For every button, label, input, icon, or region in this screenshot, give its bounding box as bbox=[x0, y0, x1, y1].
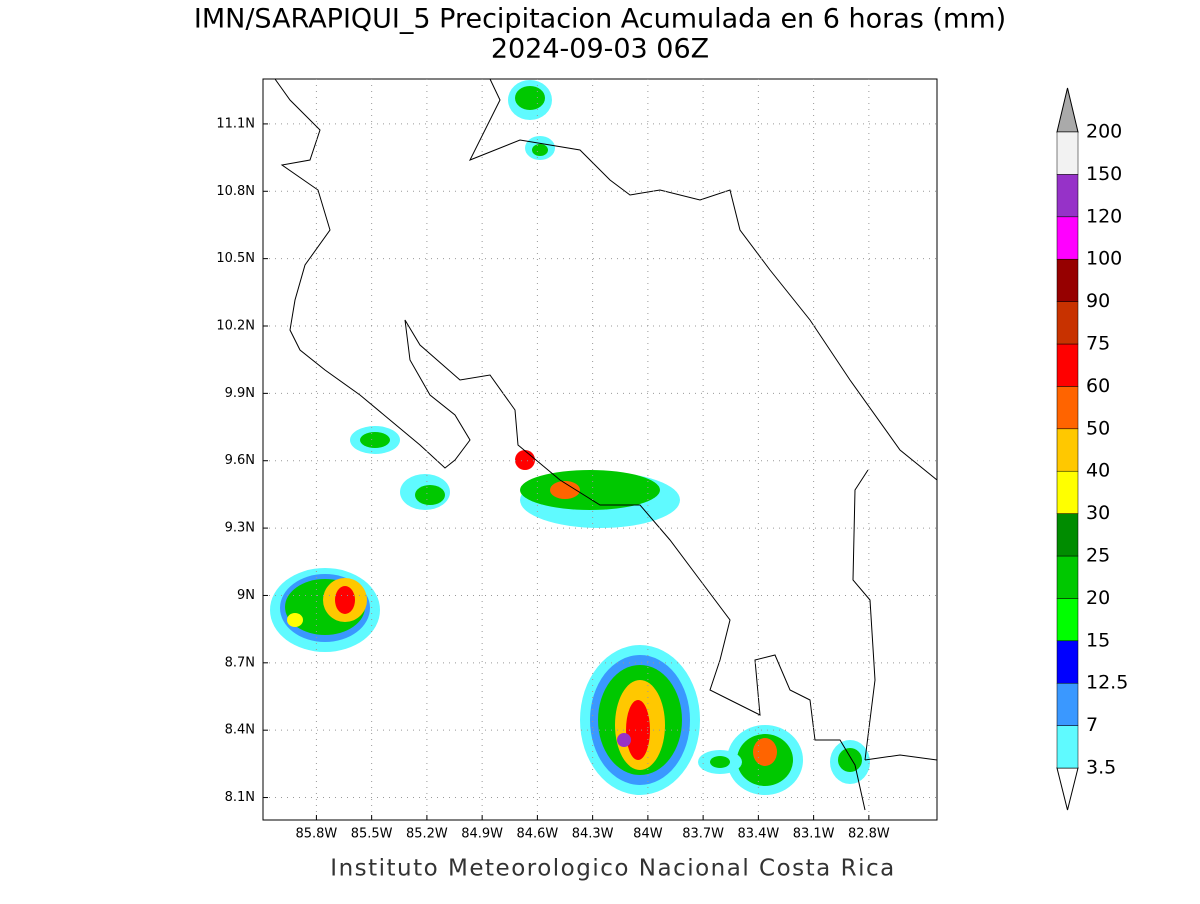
colorbar-label: 50 bbox=[1086, 417, 1110, 439]
colorbar-segment bbox=[1056, 386, 1079, 430]
colorbar-label: 30 bbox=[1086, 502, 1110, 524]
x-tick-label: 84W bbox=[633, 827, 663, 842]
coastline bbox=[274, 78, 938, 811]
subtitle: 2024-09-03 06Z bbox=[491, 34, 709, 65]
x-tick-label: 83.1W bbox=[793, 827, 835, 842]
precip-field bbox=[270, 80, 870, 795]
y-tick-label: 9N bbox=[237, 588, 255, 603]
x-tick-label: 85.8W bbox=[295, 827, 337, 842]
colorbar-segment bbox=[1056, 258, 1079, 302]
x-tick-label: 84.3W bbox=[572, 827, 614, 842]
colorbar-under bbox=[1056, 767, 1079, 811]
colorbar-label: 3.5 bbox=[1086, 757, 1116, 779]
colorbar-label: 100 bbox=[1086, 248, 1122, 270]
colorbar-segment bbox=[1056, 513, 1079, 557]
y-tick-label: 9.3N bbox=[225, 521, 255, 536]
y-tick-label: 9.9N bbox=[225, 386, 255, 401]
colorbar-label: 7 bbox=[1086, 714, 1098, 736]
x-tick-label: 85.5W bbox=[351, 827, 393, 842]
colorbar-label: 90 bbox=[1086, 290, 1110, 312]
rain-cell bbox=[698, 740, 870, 784]
colorbar-label: 12.5 bbox=[1086, 672, 1128, 694]
x-tick-label: 82.8W bbox=[848, 827, 890, 842]
colorbar-segment bbox=[1056, 428, 1079, 472]
y-tick-label: 10.8N bbox=[216, 184, 255, 199]
colorbar-segment bbox=[1056, 470, 1079, 514]
colorbar-segment bbox=[1056, 343, 1079, 387]
title: IMN/SARAPIQUI_5 Precipitacion Acumulada … bbox=[194, 4, 1006, 35]
colorbar-label: 40 bbox=[1086, 460, 1110, 482]
y-tick-label: 8.7N bbox=[225, 655, 255, 670]
rain-cell bbox=[270, 568, 380, 652]
x-tick-label: 85.2W bbox=[406, 827, 448, 842]
y-tick-label: 8.4N bbox=[225, 723, 255, 738]
map-frame bbox=[262, 78, 938, 821]
colorbar-label: 200 bbox=[1086, 121, 1122, 143]
colorbar-label: 25 bbox=[1086, 545, 1110, 567]
y-tick-label: 8.1N bbox=[225, 790, 255, 805]
colorbar-label: 20 bbox=[1086, 587, 1110, 609]
colorbar-segment bbox=[1056, 131, 1079, 175]
x-tick-label: 83.4W bbox=[737, 827, 779, 842]
colorbar-label: 60 bbox=[1086, 375, 1110, 397]
x-tick-label: 84.9W bbox=[461, 827, 503, 842]
colorbar-segment bbox=[1056, 725, 1079, 769]
rain-cell bbox=[580, 645, 700, 795]
colorbar-label: 150 bbox=[1086, 163, 1122, 185]
colorbar-segment bbox=[1056, 640, 1079, 684]
colorbar-segment bbox=[1056, 301, 1079, 345]
y-tick-label: 9.6N bbox=[225, 453, 255, 468]
y-tick-label: 10.5N bbox=[216, 251, 255, 266]
colorbar-segment bbox=[1056, 216, 1079, 260]
colorbar-segment bbox=[1056, 174, 1079, 218]
colorbar-label: 75 bbox=[1086, 333, 1110, 355]
colorbar-segment bbox=[1056, 555, 1079, 599]
rain-cell bbox=[515, 450, 680, 528]
y-tick-label: 11.1N bbox=[216, 116, 255, 131]
colorbar-label: 120 bbox=[1086, 205, 1122, 227]
footer: Instituto Meteorologico Nacional Costa R… bbox=[330, 856, 895, 882]
colorbar-segment bbox=[1056, 598, 1079, 642]
x-tick-label: 84.6W bbox=[516, 827, 558, 842]
x-tick-label: 83.7W bbox=[682, 827, 724, 842]
colorbar-label: 15 bbox=[1086, 629, 1110, 651]
rain-cell bbox=[508, 80, 555, 160]
rain-cell bbox=[727, 725, 803, 795]
rain-cell bbox=[350, 426, 450, 510]
y-tick-label: 10.2N bbox=[216, 319, 255, 334]
colorbar-over bbox=[1056, 87, 1079, 133]
colorbar-segment bbox=[1056, 682, 1079, 726]
